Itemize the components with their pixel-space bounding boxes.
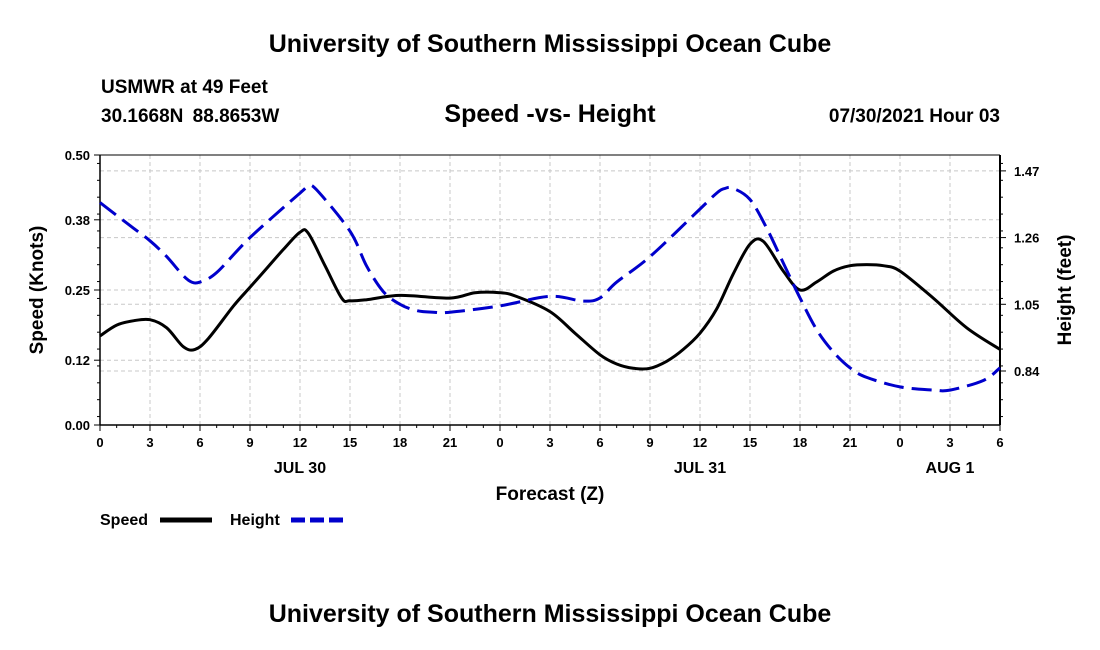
x-tick-label: 6 xyxy=(596,435,603,450)
station-coordinates: 30.1668N 88.8653W xyxy=(101,106,280,127)
y-tick-label: 0.50 xyxy=(65,148,90,163)
x-tick-label: 9 xyxy=(646,435,653,450)
x-tick-label: 12 xyxy=(693,435,707,450)
y2-tick-label: 1.47 xyxy=(1014,164,1039,179)
x-day-label: JUL 30 xyxy=(274,460,326,477)
y-tick-label: 0.12 xyxy=(65,353,90,368)
y2-tick-label: 1.05 xyxy=(1014,297,1039,312)
x-day-label: JUL 31 xyxy=(674,460,726,477)
page-title: University of Southern Mississippi Ocean… xyxy=(268,30,832,58)
x-tick-label: 3 xyxy=(946,435,953,450)
x-tick-label: 12 xyxy=(293,435,307,450)
y-tick-label: 0.25 xyxy=(65,283,90,298)
y2-axis-title: Height (feet) xyxy=(1055,235,1076,346)
legend: Speed Height xyxy=(100,512,343,529)
x-tick-label: 6 xyxy=(996,435,1003,450)
chart-title: Speed -vs- Height xyxy=(444,100,656,128)
x-tick-label: 3 xyxy=(546,435,553,450)
x-tick-label: 0 xyxy=(896,435,903,450)
footer-title: University of Southern Mississippi Ocean… xyxy=(268,600,832,628)
x-tick-label: 0 xyxy=(496,435,503,450)
tick-labels: 0 3 6 9 12 15 18 21 0 3 6 9 12 15 18 21 0 3 6 JUL 30 JUL 31 A… xyxy=(65,148,1040,477)
x-day-label: AUG 1 xyxy=(926,460,975,477)
speed-series-line xyxy=(99,228,1001,371)
height-series-line xyxy=(99,183,1001,393)
x-tick-label: 18 xyxy=(793,435,807,450)
y-tick-label: 0.38 xyxy=(65,213,90,228)
series-lines xyxy=(99,183,1001,393)
x-tick-label: 15 xyxy=(343,435,357,450)
legend-speed-label: Speed xyxy=(100,512,148,529)
x-tick-label: 21 xyxy=(443,435,457,450)
x-tick-label: 6 xyxy=(196,435,203,450)
y2-tick-label: 1.26 xyxy=(1014,231,1039,246)
station-label: USMWR at 49 Feet xyxy=(101,77,268,98)
x-axis-title: Forecast (Z) xyxy=(496,484,605,505)
x-tick-label: 15 xyxy=(743,435,757,450)
y2-tick-label: 0.84 xyxy=(1014,364,1040,379)
x-tick-label: 0 xyxy=(96,435,103,450)
x-tick-label: 21 xyxy=(843,435,857,450)
x-tick-label: 9 xyxy=(246,435,253,450)
x-tick-label: 18 xyxy=(393,435,407,450)
legend-height-label: Height xyxy=(230,512,280,529)
grid xyxy=(100,155,1000,425)
y-axis-title: Speed (Knots) xyxy=(27,226,48,355)
x-tick-label: 3 xyxy=(146,435,153,450)
axes xyxy=(94,154,1006,431)
y-tick-label: 0.00 xyxy=(65,418,90,433)
forecast-datetime: 07/30/2021 Hour 03 xyxy=(828,106,1000,127)
